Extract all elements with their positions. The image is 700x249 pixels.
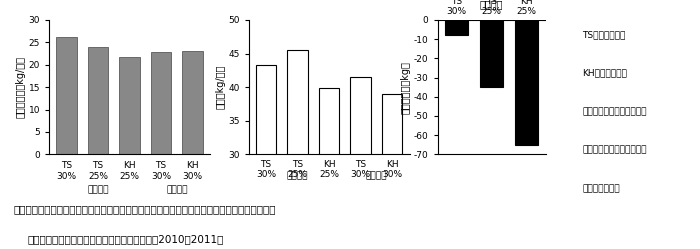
Y-axis label: 乳量（kg/日）: 乳量（kg/日） xyxy=(215,65,225,109)
Bar xyxy=(350,77,371,249)
Text: KH：クサノホシ: KH：クサノホシ xyxy=(582,68,627,77)
Bar xyxy=(119,57,140,154)
Text: 泌乳前期: 泌乳前期 xyxy=(480,0,503,9)
Text: KH
25%: KH 25% xyxy=(319,160,339,179)
Text: TS
25%: TS 25% xyxy=(482,0,502,16)
Text: 泌乳前期: 泌乳前期 xyxy=(287,171,308,180)
Text: （乾物ベース）: （乾物ベース） xyxy=(582,184,620,193)
Bar xyxy=(150,52,172,154)
Text: TS
30%: TS 30% xyxy=(256,160,276,179)
Text: の稲発酵粗飼料の混合割合: の稲発酵粗飼料の混合割合 xyxy=(582,146,647,155)
Y-axis label: 体重変化量（kg）: 体重変化量（kg） xyxy=(401,61,411,114)
Text: KH
25%: KH 25% xyxy=(120,161,139,181)
Bar xyxy=(256,65,276,249)
Bar xyxy=(445,20,468,35)
Bar xyxy=(287,50,308,249)
Text: TS
25%: TS 25% xyxy=(288,160,307,179)
Text: 泌乳中期: 泌乳中期 xyxy=(166,185,188,194)
Text: KH
30%: KH 30% xyxy=(183,161,203,181)
Bar xyxy=(88,47,108,154)
Text: TS
25%: TS 25% xyxy=(88,161,108,181)
Text: TS
30%: TS 30% xyxy=(447,0,467,16)
Bar xyxy=(515,20,538,145)
Text: TS
30%: TS 30% xyxy=(151,161,171,181)
Y-axis label: 乾物摂取量（kg/日）: 乾物摂取量（kg/日） xyxy=(15,56,26,118)
Text: KH
30%: KH 30% xyxy=(382,160,402,179)
Text: TS
30%: TS 30% xyxy=(56,161,76,181)
Bar xyxy=(480,20,503,87)
Text: 品種名の下の数値は飼料中: 品種名の下の数値は飼料中 xyxy=(582,107,647,116)
Bar xyxy=(382,94,402,249)
Text: 図１　稲発酵粗飼料サイレージ給与牛における乾物摂取量、乳量および体重変化量の品種間差: 図１ 稲発酵粗飼料サイレージ給与牛における乾物摂取量、乳量および体重変化量の品種… xyxy=(14,204,276,214)
Text: 泌乳前期: 泌乳前期 xyxy=(88,185,108,194)
Text: 泌乳中期: 泌乳中期 xyxy=(365,171,387,180)
Text: TS
30%: TS 30% xyxy=(351,160,370,179)
Text: （広島県立総合技術研究所畜産技術センター、2010－2011）: （広島県立総合技術研究所畜産技術センター、2010－2011） xyxy=(28,234,225,244)
Bar xyxy=(318,88,340,249)
Bar xyxy=(183,51,203,154)
Text: KH
25%: KH 25% xyxy=(517,0,537,16)
Bar xyxy=(56,37,76,154)
Text: TS：たちすずか: TS：たちすずか xyxy=(582,30,626,39)
